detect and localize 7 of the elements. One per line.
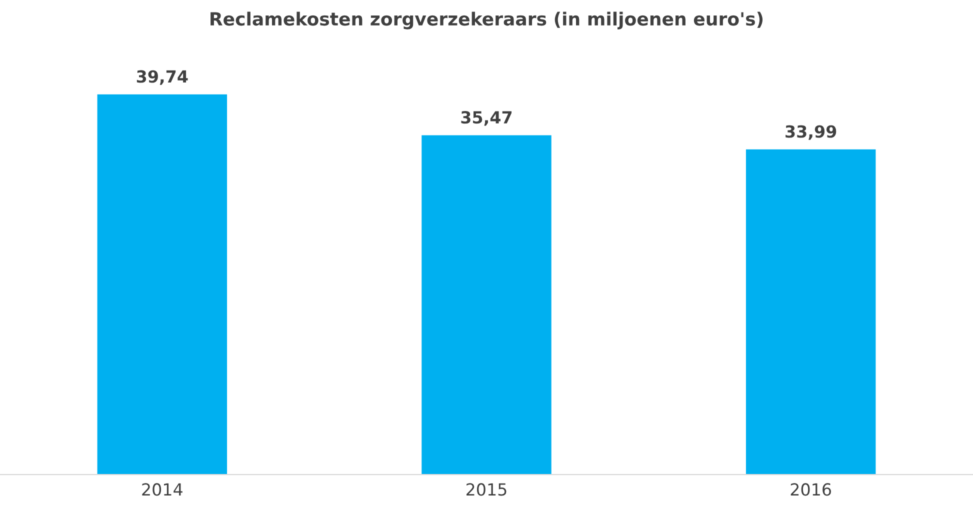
data-label: 39,74	[136, 70, 188, 85]
x-tick-label: 2016	[790, 483, 831, 496]
x-tick-label: 2014	[142, 483, 182, 496]
chart-title: Reclamekosten zorgverzekeraars (in miljoenen euro's)	[210, 12, 763, 30]
x-tick-label: 2015	[466, 483, 506, 496]
data-label: 35,47	[461, 111, 512, 126]
data-label: 33,99	[786, 125, 836, 140]
